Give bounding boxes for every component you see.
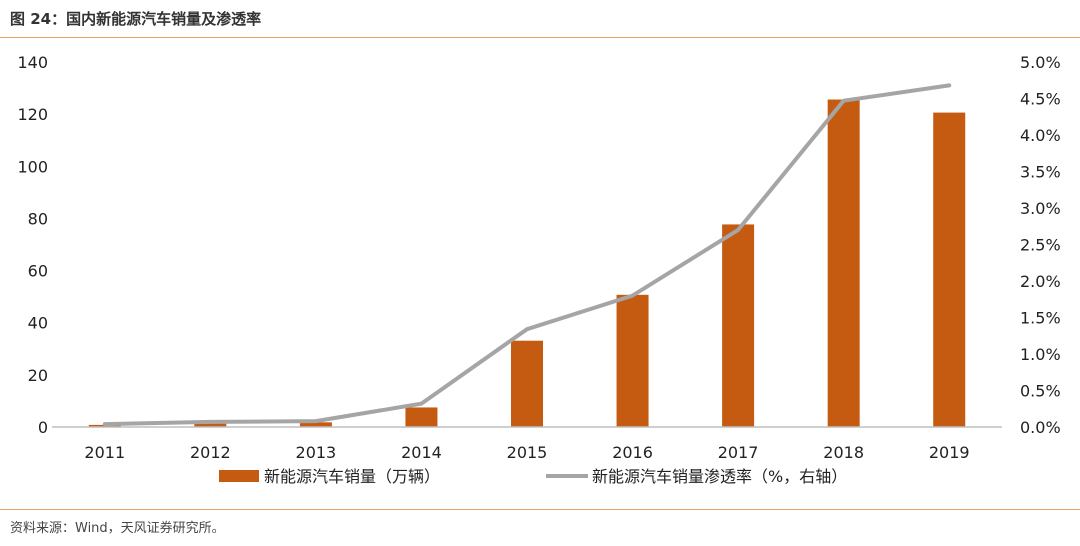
x-tick-label: 2017 [718, 443, 759, 462]
right-tick-label: 2.0% [1020, 272, 1061, 291]
bar [194, 423, 227, 427]
right-tick-label: 4.5% [1020, 90, 1061, 109]
figure-title: 图 24：国内新能源汽车销量及渗透率 [10, 10, 262, 28]
legend-bar-swatch [219, 470, 259, 482]
legend: 新能源汽车销量（万辆） 新能源汽车销量渗透率（%，右轴） [219, 467, 847, 486]
legend-line-label: 新能源汽车销量渗透率（%，右轴） [592, 467, 847, 486]
x-tick-label: 2012 [190, 443, 231, 462]
bar [933, 112, 966, 427]
top-divider [0, 37, 1080, 38]
bar [722, 224, 755, 427]
left-tick-label: 120 [17, 105, 48, 124]
right-tick-label: 3.0% [1020, 199, 1061, 218]
x-tick-label: 2015 [507, 443, 548, 462]
bottom-divider [0, 509, 1080, 510]
left-tick-label: 60 [28, 262, 48, 281]
right-tick-label: 2.5% [1020, 236, 1061, 255]
left-axis-ticks: 0 20 40 60 80 100 120 140 [17, 53, 48, 437]
x-axis-labels: 2011 2012 2013 2014 2015 2016 2017 2018 2019 [84, 443, 969, 462]
right-tick-label: 4.0% [1020, 126, 1061, 145]
bar-series [88, 99, 966, 428]
left-tick-label: 0 [38, 418, 48, 437]
right-tick-label: 0.0% [1020, 418, 1061, 437]
bar [299, 422, 332, 427]
bar [511, 340, 543, 427]
line-series [102, 83, 952, 427]
right-tick-label: 1.5% [1020, 309, 1061, 328]
x-tick-label: 2018 [823, 443, 864, 462]
right-tick-label: 3.5% [1020, 163, 1061, 182]
left-tick-label: 140 [17, 53, 48, 72]
x-tick-label: 2016 [612, 443, 653, 462]
bar [616, 294, 649, 427]
source-note: 资料来源：Wind，天风证券研究所。 [10, 521, 225, 536]
right-axis-ticks: 0.0% 0.5% 1.0% 1.5% 2.0% 2.5% 3.0% 3.5% 4.0% 4.5%… [1020, 53, 1061, 437]
legend-bar-label: 新能源汽车销量（万辆） [264, 467, 440, 486]
left-tick-label: 100 [17, 157, 48, 176]
x-tick-label: 2011 [84, 443, 125, 462]
right-tick-label: 5.0% [1020, 53, 1061, 72]
left-tick-label: 40 [28, 314, 48, 333]
left-tick-label: 20 [28, 366, 48, 385]
right-tick-label: 1.0% [1020, 345, 1061, 364]
bar [827, 99, 860, 428]
x-tick-label: 2019 [929, 443, 970, 462]
x-tick-label: 2013 [296, 443, 337, 462]
right-tick-label: 0.5% [1020, 382, 1061, 401]
combo-chart: 0 20 40 60 80 100 120 140 0.0% 0.5% 1.0% 1.5% 2.0% 2… [17, 53, 1061, 486]
x-tick-label: 2014 [401, 443, 442, 462]
bar [405, 407, 438, 427]
left-tick-label: 80 [28, 209, 48, 228]
